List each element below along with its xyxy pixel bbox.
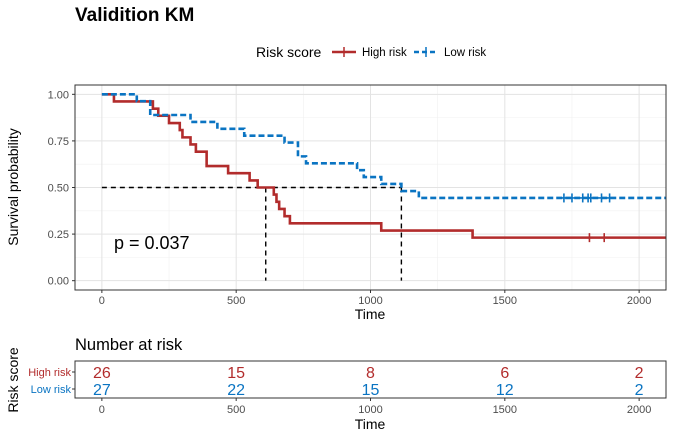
median-survival-lines bbox=[101, 186, 403, 281]
risk-count-low-risk: 2 bbox=[635, 382, 644, 399]
risk-count-high-risk: 8 bbox=[366, 365, 375, 382]
y-tick-label: 0.25 bbox=[48, 229, 69, 241]
legend-key-high-risk bbox=[332, 47, 356, 57]
x-tick-label: 1000 bbox=[358, 295, 382, 307]
chart-title: Validition KM bbox=[75, 5, 194, 26]
x-tick-label: 0 bbox=[99, 295, 105, 307]
y-tick-label: 1.00 bbox=[48, 89, 69, 101]
risk-x-tick-label: 1000 bbox=[358, 404, 382, 416]
risk-count-high-risk: 15 bbox=[227, 365, 245, 382]
risk-count-high-risk: 6 bbox=[500, 365, 509, 382]
y-axis-title: Survival probability bbox=[5, 128, 21, 246]
main-axis-ticks: 0 500 1000 1500 2000 0.00 0.25 0.50 0.75 1.00 bbox=[48, 89, 652, 307]
risk-x-tick-label: 0 bbox=[99, 404, 105, 416]
legend-key-low-risk bbox=[414, 47, 438, 57]
risk-count-low-risk: 12 bbox=[496, 382, 514, 399]
risk-x-axis-title: Time bbox=[355, 416, 386, 432]
risk-count-low-risk: 22 bbox=[227, 382, 245, 399]
risk-row-label-low-risk: Low risk bbox=[31, 384, 72, 396]
y-tick-label: 0.75 bbox=[48, 136, 69, 148]
y-tick-label: 0.00 bbox=[48, 276, 69, 288]
legend-title: Risk score bbox=[256, 44, 322, 60]
risk-count-high-risk: 2 bbox=[635, 365, 644, 382]
risk-count-low-risk: 27 bbox=[93, 382, 111, 399]
x-tick-label: 500 bbox=[227, 295, 245, 307]
risk-table-title: Number at risk bbox=[75, 336, 183, 354]
km-curve-low-risk bbox=[101, 93, 666, 200]
p-value-annotation: p = 0.037 bbox=[114, 233, 190, 253]
legend-label-low-risk: Low risk bbox=[444, 47, 486, 59]
x-axis-title: Time bbox=[355, 306, 386, 322]
risk-y-axis-title: Risk score bbox=[5, 347, 21, 413]
survival-curves bbox=[101, 93, 666, 243]
risk-x-tick-label: 500 bbox=[227, 404, 245, 416]
risk-x-tick-label: 2000 bbox=[627, 404, 651, 416]
risk-count-low-risk: 15 bbox=[362, 382, 380, 399]
y-tick-label: 0.50 bbox=[48, 183, 69, 195]
risk-row-label-high-risk: High risk bbox=[28, 367, 71, 379]
risk-count-high-risk: 26 bbox=[93, 365, 111, 382]
plot-grid bbox=[75, 85, 666, 290]
x-tick-label: 1500 bbox=[493, 295, 517, 307]
legend: Risk score High risk Low risk bbox=[256, 44, 486, 60]
x-tick-label: 2000 bbox=[627, 295, 651, 307]
legend-label-high-risk: High risk bbox=[362, 47, 407, 59]
risk-x-tick-label: 1500 bbox=[493, 404, 517, 416]
